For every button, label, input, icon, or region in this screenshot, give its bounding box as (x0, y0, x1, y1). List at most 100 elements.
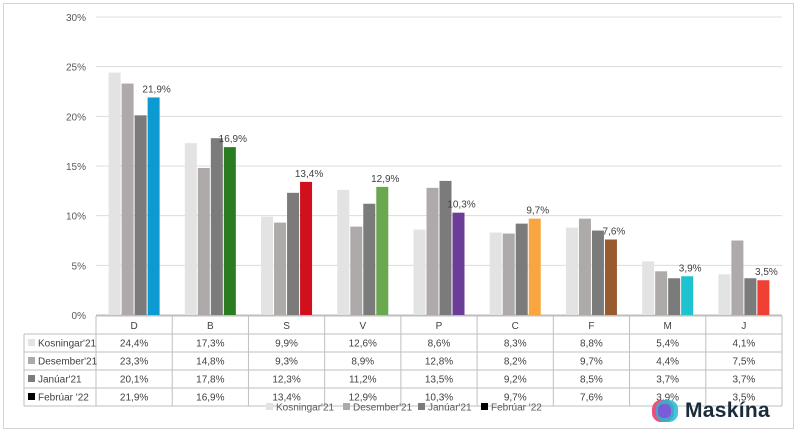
bar-M-2 (668, 278, 681, 315)
legend-swatch (418, 403, 425, 410)
table-cell: 17,8% (196, 375, 224, 386)
x-tick-label: D (130, 321, 137, 332)
table-cell: 3,7% (656, 375, 679, 386)
legend-label: Kosningar'21 (276, 403, 335, 414)
legend-label: Janúar'21 (428, 403, 472, 414)
bar-D-3 (147, 97, 160, 316)
table-cell: 9,3% (275, 357, 298, 368)
table-cell: 9,2% (504, 375, 527, 386)
table-cell: 7,5% (732, 357, 755, 368)
x-tick-label: F (588, 321, 594, 332)
y-axis: 0% 5% 10% 15% 20% 25% 30% (66, 13, 86, 322)
bar-D-1 (121, 83, 134, 315)
bar-S-3 (300, 181, 313, 315)
maskina-logo-icon (652, 400, 678, 422)
bar-S-2 (287, 192, 300, 315)
table-cell: 20,1% (120, 375, 148, 386)
table-cell: 21,9% (120, 393, 148, 404)
bars (108, 72, 770, 316)
table-cell: 12,6% (349, 339, 377, 350)
bar-value-label: 13,4% (295, 169, 323, 180)
legend-swatch (343, 403, 350, 410)
bar-labels: 21,9% 16,9% 13,4% 12,9% 10,3% 9,7% 7,6% 3,9% 3,5… (142, 84, 777, 278)
y-tick-label: 10% (66, 212, 86, 223)
table-cell: 5,4% (656, 339, 679, 350)
table-cell: 3,7% (732, 375, 755, 386)
bar-C-2 (515, 223, 528, 315)
table-cell: 10,3% (425, 393, 453, 404)
table-cell: 12,9% (349, 393, 377, 404)
table-cell: 4,1% (732, 339, 755, 350)
bar-P-0 (413, 229, 426, 315)
y-tick-label: 20% (66, 112, 86, 123)
bar-P-2 (439, 180, 452, 315)
bar-P-1 (426, 187, 439, 315)
bar-value-label: 10,3% (447, 200, 475, 211)
bar-C-1 (502, 233, 515, 315)
bar-value-label: 12,9% (371, 174, 399, 185)
y-tick-label: 15% (66, 162, 86, 173)
table-row-label: Kosningar'21 (38, 339, 97, 350)
table-row-label: Febrúar '22 (38, 393, 89, 404)
table-cell: 8,3% (504, 339, 527, 350)
y-tick-label: 30% (66, 13, 86, 24)
table-legend-key (28, 339, 35, 346)
table-cell: 12,8% (425, 357, 453, 368)
bar-S-1 (274, 222, 287, 315)
bar-M-1 (655, 271, 668, 315)
table-cell: 7,6% (580, 393, 603, 404)
table-cell: 8,9% (351, 357, 374, 368)
table-cell: 8,5% (580, 375, 603, 386)
table-cell: 16,9% (196, 393, 224, 404)
bar-S-0 (261, 216, 274, 315)
bar-J-2 (744, 278, 757, 315)
legend-swatch (266, 403, 273, 410)
y-tick-label: 5% (72, 261, 87, 272)
bar-F-0 (565, 227, 578, 315)
x-tick-label: J (741, 321, 746, 332)
x-tick-label: M (663, 321, 671, 332)
gridlines (96, 16, 782, 316)
table-legend-key (28, 375, 35, 382)
table-cell: 9,7% (504, 393, 527, 404)
bar-value-label: 21,9% (142, 84, 170, 95)
bar-D-2 (134, 115, 147, 315)
bar-value-label: 16,9% (219, 134, 247, 145)
maskina-wordmark: Maskína (685, 399, 770, 422)
x-tick-label: B (207, 321, 214, 332)
maskina-logo: Maskína (651, 398, 770, 424)
bar-V-3 (376, 186, 389, 315)
y-tick-label: 0% (72, 311, 87, 322)
x-tick-label: C (512, 321, 519, 332)
bar-F-1 (578, 218, 591, 315)
bar-B-3 (223, 147, 236, 315)
bar-C-0 (489, 232, 502, 315)
bar-J-1 (731, 240, 744, 315)
bar-P-3 (452, 212, 465, 315)
table-cell: 9,7% (580, 357, 603, 368)
bar-value-label: 3,9% (679, 263, 702, 274)
table-cell: 23,3% (120, 357, 148, 368)
table-row-label: Janúar'21 (38, 375, 82, 386)
bar-value-label: 7,6% (603, 227, 626, 238)
table-legend-key (28, 393, 35, 400)
bar-B-2 (210, 138, 223, 315)
table-cell: 4,4% (656, 357, 679, 368)
table-cell: 12,3% (272, 375, 300, 386)
table-cell: 8,2% (504, 357, 527, 368)
table-cell: 9,9% (275, 339, 298, 350)
bar-V-1 (350, 226, 363, 315)
table-cell: 8,6% (428, 339, 451, 350)
bar-M-0 (642, 261, 655, 315)
bar-F-3 (604, 239, 617, 315)
bar-J-3 (757, 280, 770, 315)
x-tick-label: S (283, 321, 290, 332)
bar-value-label: 3,5% (755, 267, 778, 278)
bar-V-0 (337, 189, 350, 315)
table-cell: 8,8% (580, 339, 603, 350)
legend-label: Febrúar '22 (491, 403, 542, 414)
table-cell: 13,5% (425, 375, 453, 386)
table-cell: 11,2% (349, 375, 377, 386)
table-cell: 14,8% (196, 357, 224, 368)
